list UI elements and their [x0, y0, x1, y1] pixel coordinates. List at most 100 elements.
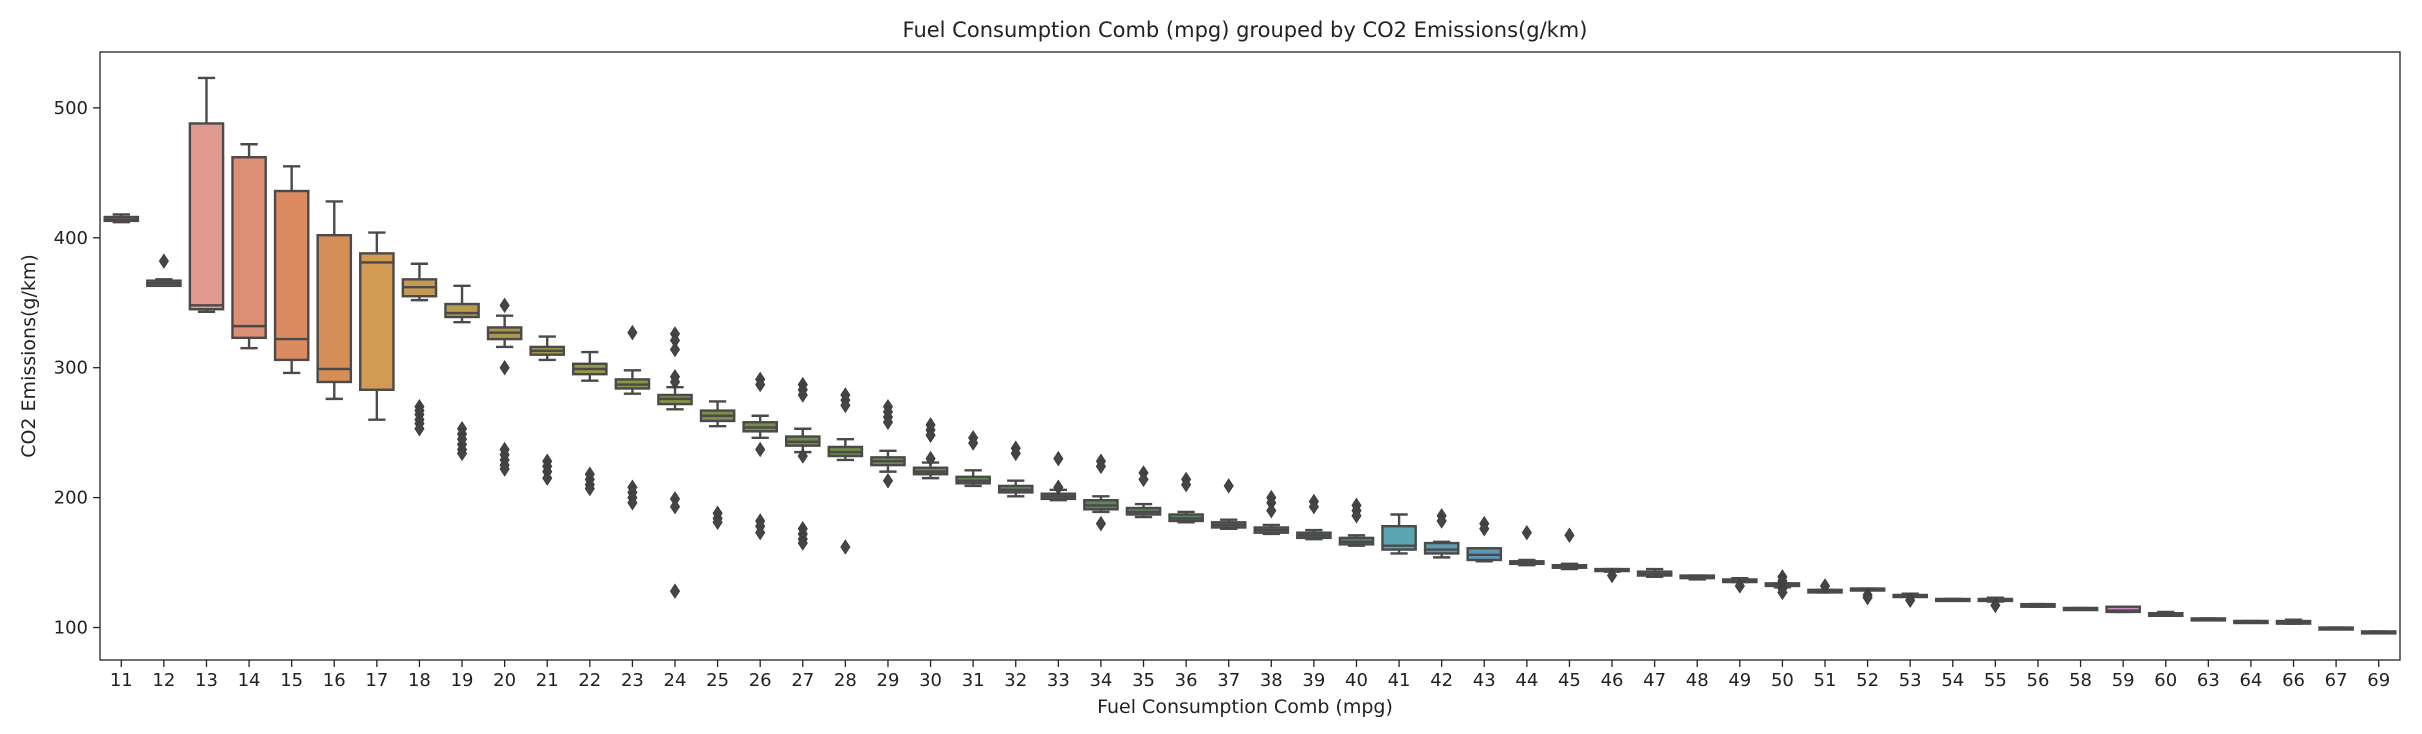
outlier-point	[925, 450, 936, 467]
outlier-point	[925, 427, 936, 443]
x-tick-label: 11	[110, 670, 133, 691]
outlier-point	[158, 253, 169, 269]
x-axis: 11 12 13 14 15 16 17 18 19 20 21 22 23 24 25 26 27 28 29 30…	[110, 660, 2390, 691]
outlier-point	[669, 374, 681, 390]
x-tick-label: 19	[451, 670, 474, 691]
box-group	[870, 398, 906, 489]
box-group	[486, 297, 523, 477]
box-group	[1636, 567, 1673, 579]
x-tick-label: 59	[2112, 670, 2135, 691]
box-group	[1892, 592, 1928, 608]
x-tick-label: 21	[536, 670, 559, 691]
outlier-point	[414, 421, 425, 437]
outlier-point	[542, 470, 553, 486]
box-iqr	[316, 233, 353, 384]
box-group	[1934, 597, 1971, 603]
x-tick-label: 66	[2282, 670, 2305, 691]
box-group	[231, 143, 267, 350]
box-group	[2190, 617, 2227, 622]
y-axis-label: CO2 Emissions(g/km)	[18, 254, 40, 458]
box-group	[742, 371, 778, 541]
x-tick-label: 13	[195, 670, 218, 691]
y-axis: 100 200 300 400 500	[54, 98, 100, 639]
x-tick-label: 43	[1473, 670, 1496, 691]
box-group	[1764, 569, 1801, 601]
outlier-point	[1181, 476, 1192, 493]
box-group	[1679, 574, 1716, 581]
box-group	[1594, 567, 1630, 584]
x-tick-label: 32	[1004, 670, 1027, 691]
box-group	[1253, 489, 1290, 536]
box-group	[1125, 465, 1162, 519]
outlier-point	[584, 480, 595, 497]
outlier-point	[627, 324, 638, 341]
box-iqr	[188, 122, 225, 311]
outlier-point	[1010, 445, 1021, 462]
x-tick-label: 69	[2367, 670, 2390, 691]
outlier-point	[669, 498, 681, 515]
box-group	[1977, 596, 2014, 614]
box-group	[529, 335, 566, 486]
outlier-point	[1053, 479, 1064, 495]
x-tick-label: 48	[1686, 670, 1709, 691]
x-tick-label: 53	[1899, 670, 1922, 691]
x-tick-label: 26	[749, 670, 772, 691]
box-group	[1807, 578, 1843, 594]
x-tick-label: 29	[877, 670, 900, 691]
outlier-point	[499, 297, 510, 314]
box-iqr	[2105, 605, 2141, 614]
box-group	[1040, 450, 1077, 502]
box-iqr	[1423, 541, 1460, 555]
x-tick-label: 35	[1132, 670, 1155, 691]
box-group	[912, 417, 949, 480]
outlier-point	[1479, 521, 1490, 537]
outlier-point	[968, 435, 979, 451]
box-group	[2147, 610, 2184, 618]
outlier-point	[797, 535, 808, 551]
x-tick-label: 63	[2197, 670, 2220, 691]
box-group	[1849, 587, 1886, 606]
x-tick-label: 46	[1601, 670, 1624, 691]
box-group	[827, 387, 864, 555]
box-group	[1551, 527, 1588, 571]
y-tick-label: 300	[54, 358, 88, 379]
x-tick-label: 37	[1217, 670, 1240, 691]
box-group	[316, 200, 353, 401]
x-tick-label: 44	[1515, 670, 1538, 691]
box-group	[1423, 508, 1460, 559]
x-tick-label: 39	[1302, 670, 1325, 691]
outlier-point	[1138, 471, 1149, 488]
x-tick-label: 14	[238, 670, 261, 691]
box-group	[955, 430, 991, 488]
box-group	[359, 231, 395, 421]
x-tick-label: 33	[1047, 670, 1070, 691]
y-tick-label: 400	[54, 228, 88, 249]
x-tick-label: 67	[2325, 670, 2348, 691]
x-tick-label: 30	[919, 670, 942, 691]
outlier-point	[1777, 584, 1788, 601]
x-tick-label: 50	[1771, 670, 1794, 691]
outlier-point	[1564, 527, 1575, 544]
box-group	[188, 76, 225, 314]
x-tick-label: 15	[280, 670, 303, 691]
outlier-point	[1266, 502, 1277, 519]
x-tick-label: 58	[2069, 670, 2092, 691]
box-group	[2062, 606, 2099, 612]
outlier-point	[797, 387, 808, 403]
outlier-point	[755, 524, 766, 541]
outlier-point	[1308, 498, 1319, 515]
outlier-point	[840, 539, 851, 555]
outlier-point	[669, 341, 681, 358]
outlier-point	[712, 514, 723, 531]
x-tick-label: 42	[1430, 670, 1453, 691]
x-tick-label: 22	[578, 670, 601, 691]
box-group	[1210, 478, 1247, 530]
outlier-point	[755, 441, 766, 458]
outlier-point	[1905, 592, 1916, 608]
chart-title: Fuel Consumption Comb (mpg) grouped by C…	[903, 18, 1588, 42]
box-group	[273, 165, 310, 375]
box-group	[784, 376, 821, 551]
outlier-point	[499, 359, 510, 376]
plot-frame	[99, 51, 2401, 661]
box-group	[699, 400, 736, 531]
